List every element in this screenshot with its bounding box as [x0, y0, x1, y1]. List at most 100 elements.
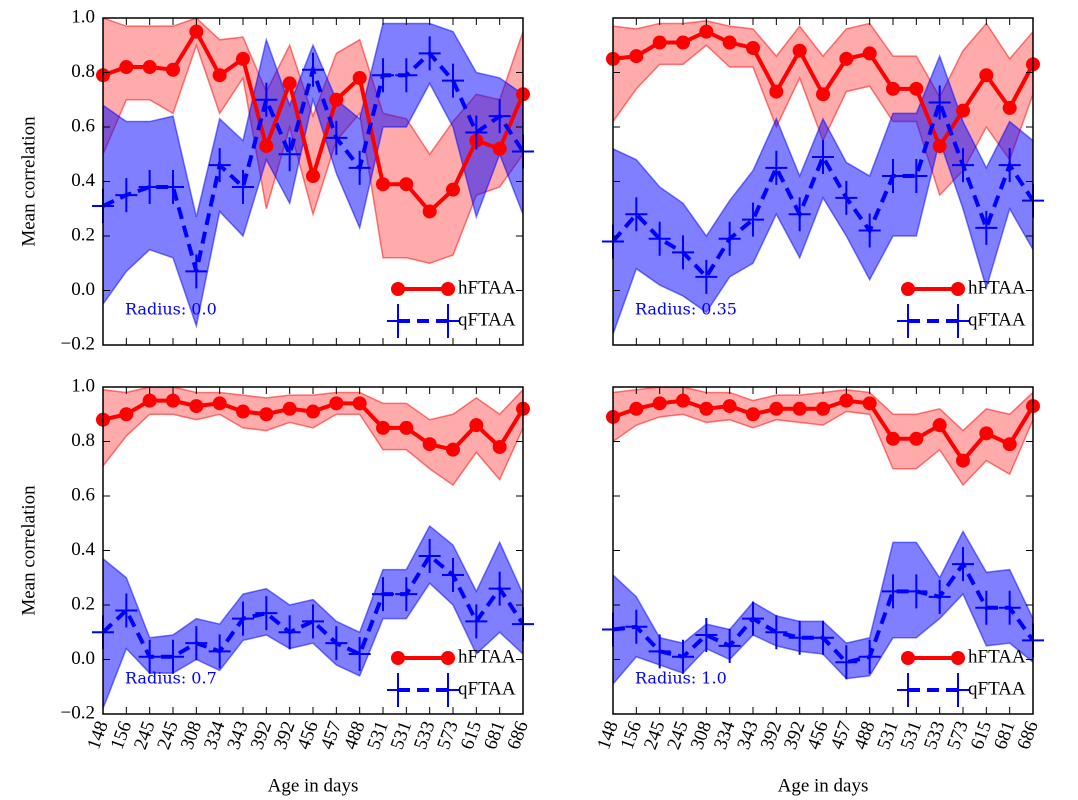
data-point [399, 177, 414, 192]
data-point [769, 401, 784, 416]
y-tick-label: 0.2 [71, 593, 95, 614]
data-point [765, 615, 788, 650]
data-point [115, 593, 138, 628]
x-tick-label: 531 [387, 718, 416, 752]
data-point [208, 148, 231, 183]
data-point [162, 169, 184, 204]
data-point [788, 197, 811, 232]
data-point [488, 99, 511, 134]
y-tick-label: 0.0 [71, 279, 95, 300]
legend-marker [391, 651, 405, 665]
legend-label: qFTAA [458, 309, 516, 330]
data-point [676, 35, 690, 50]
data-point [162, 639, 184, 674]
x-tick-label: 488 [340, 718, 369, 752]
x-tick-label: 615 [967, 718, 996, 752]
legend-marker [441, 282, 455, 296]
data-point [742, 202, 764, 237]
data-point [465, 115, 488, 150]
data-point [325, 626, 348, 661]
legend-label: hFTAA [458, 646, 516, 667]
band [613, 54, 1033, 335]
y-tick-label: −0.2 [61, 333, 95, 354]
data-point [765, 150, 788, 185]
data-point [629, 401, 644, 416]
band [103, 22, 523, 329]
data-point [625, 197, 648, 232]
data-point [905, 574, 928, 609]
x-tick-label: 343 [733, 718, 762, 752]
data-point [488, 571, 511, 606]
data-point [348, 150, 371, 185]
data-point [376, 420, 390, 435]
data-point [956, 103, 970, 118]
data-point [492, 141, 507, 156]
data-point [932, 139, 947, 154]
annotation: Radius: 1.0 [635, 669, 727, 688]
data-point [905, 159, 928, 194]
data-point [236, 51, 250, 66]
legend-marker [387, 673, 409, 707]
data-point [166, 62, 180, 77]
data-point [956, 453, 970, 468]
x-tick-label: 456 [293, 718, 322, 752]
data-point [835, 645, 858, 680]
data-point [769, 84, 784, 99]
data-point [952, 148, 974, 183]
data-point [259, 139, 274, 154]
data-point [979, 68, 994, 83]
data-point [376, 177, 390, 192]
legend-marker [901, 282, 915, 296]
legend-label: qFTAA [968, 309, 1026, 330]
data-point [278, 137, 301, 172]
x-tick-label: 533 [920, 718, 949, 752]
data-point [718, 221, 741, 256]
x-tick-label: 457 [827, 718, 856, 752]
data-point [348, 637, 371, 672]
data-point [928, 85, 951, 120]
x-tick-label: 573 [433, 718, 462, 752]
data-point [652, 396, 667, 411]
data-point [652, 35, 667, 50]
data-point [418, 36, 441, 71]
legend-label: hFTAA [458, 277, 516, 298]
data-point [746, 40, 760, 55]
band [613, 529, 1033, 686]
y-tick-label: 0.0 [71, 648, 95, 669]
x-axis-label: Age in days [268, 775, 359, 796]
data-point [422, 204, 437, 219]
legend-label: hFTAA [968, 646, 1026, 667]
x-tick-label: 156 [107, 718, 136, 752]
data-point [858, 639, 881, 674]
data-point [395, 58, 418, 93]
data-point [699, 401, 714, 416]
legend-marker [387, 304, 409, 338]
data-point [446, 442, 460, 457]
data-point [862, 46, 877, 61]
legend-marker [391, 282, 405, 296]
data-point [722, 399, 737, 414]
data-point [189, 24, 204, 39]
data-point [998, 148, 1021, 183]
legend-marker [437, 673, 459, 707]
legend-label: hFTAA [968, 277, 1026, 298]
data-point [138, 639, 161, 674]
x-tick-label: 392 [270, 718, 299, 752]
legend-marker [897, 304, 919, 338]
annotation: Radius: 0.0 [125, 300, 217, 319]
x-tick-label: 533 [410, 718, 439, 752]
x-tick-label: 686 [1013, 718, 1042, 752]
data-point [695, 617, 718, 652]
data-point [492, 439, 507, 454]
data-point [418, 538, 441, 573]
data-point [442, 63, 464, 98]
x-tick-label: 245 [130, 718, 159, 752]
data-point [442, 558, 464, 593]
x-tick-label: 392 [247, 718, 276, 752]
legend-marker [951, 651, 965, 665]
data-point [185, 254, 208, 289]
data-point [329, 92, 344, 107]
data-point [928, 579, 951, 614]
data-point [975, 210, 998, 245]
data-point [909, 81, 924, 96]
